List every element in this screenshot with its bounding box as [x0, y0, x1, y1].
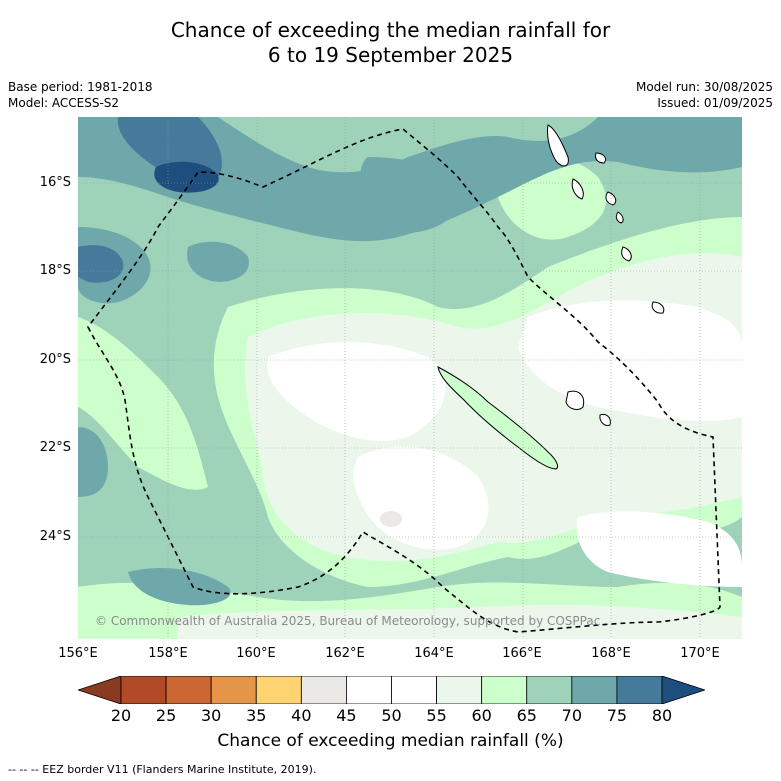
loyalty-islands	[565, 390, 611, 426]
field-50-55-se	[576, 511, 742, 587]
colorbar-segment	[526, 676, 573, 704]
colorbar-tick-label: 75	[606, 706, 628, 725]
lon-label-164e: 164°E	[414, 646, 454, 661]
title-line-1: Chance of exceeding the median rainfall …	[170, 18, 611, 42]
colorbar-tick-label: 45	[336, 706, 357, 725]
model-name: Model: ACCESS-S2	[8, 96, 120, 110]
colorbar-tick-label: 60	[471, 706, 492, 725]
issued-date: Issued: 01/09/2025	[657, 96, 773, 110]
field-70-75-south	[128, 567, 231, 606]
colorbar-arrow-high	[661, 676, 705, 704]
colorbar-tick-label: 40	[291, 706, 312, 725]
colorbar-arrow-low	[78, 676, 122, 704]
meta-left: Base period: 1981-2018 Model: ACCESS-S2	[8, 79, 153, 111]
lat-label-16s: 16°S	[39, 175, 71, 190]
colorbar-tick-label: 80	[651, 706, 673, 725]
vanuatu-islands	[547, 124, 665, 314]
rainfall-map	[78, 117, 742, 639]
lon-label-168e: 168°E	[591, 646, 631, 661]
colorbar-tick-label: 65	[516, 706, 537, 725]
lat-label-20s: 20°S	[39, 352, 71, 367]
colorbar-tick-label: 35	[246, 706, 267, 725]
map-title: Chance of exceeding the median rainfall …	[0, 18, 781, 68]
colorbar-segment	[616, 676, 663, 704]
colorbar-segment	[481, 676, 528, 704]
colorbar-segment	[120, 676, 167, 704]
lon-label-170e: 170°E	[680, 646, 720, 661]
colorbar	[78, 676, 705, 704]
meta-right: Model run: 30/08/2025 Issued: 01/09/2025	[636, 79, 773, 111]
field-60-65-left	[78, 317, 208, 490]
copyright-notice: © Commonwealth of Australia 2025, Bureau…	[95, 614, 601, 628]
lon-label-162e: 162°E	[325, 646, 365, 661]
colorbar-title: Chance of exceeding median rainfall (%)	[217, 731, 564, 751]
colorbar-tick-label: 50	[381, 706, 402, 725]
lon-label-156e: 156°E	[58, 646, 98, 661]
lat-label-22s: 22°S	[39, 440, 71, 455]
lon-label-158e: 158°E	[148, 646, 188, 661]
colorbar-tick-label: 30	[200, 706, 222, 725]
colorbar-segment	[346, 676, 392, 704]
colorbar-segment	[300, 676, 347, 704]
field-55-60-bottom	[178, 605, 742, 639]
colorbar-segment	[255, 676, 302, 704]
title-line-2: 6 to 19 September 2025	[267, 43, 514, 67]
model-run: Model run: 30/08/2025	[635, 80, 773, 94]
field-45-50-spot	[380, 511, 402, 527]
colorbar-segment	[391, 676, 437, 704]
field-70-75-mid	[360, 157, 461, 233]
gridlines	[78, 117, 742, 639]
colorbar-tick-label: 70	[561, 706, 582, 725]
base-period: Base period: 1981-2018	[8, 80, 153, 94]
field-70-75-mid2	[187, 241, 249, 282]
field-80-core	[154, 161, 219, 193]
lon-label-166e: 166°E	[502, 646, 542, 661]
colorbar-segment	[436, 676, 483, 704]
colorbar-segments	[78, 676, 705, 704]
eez-border	[87, 128, 721, 633]
colorbar-segment	[210, 676, 257, 704]
lat-label-24s: 24°S	[39, 529, 71, 544]
field-75-80-west	[78, 245, 124, 283]
colorbar-tick-label: 20	[110, 706, 132, 725]
colorbar-segment	[165, 676, 212, 704]
lon-label-160e: 160°E	[236, 646, 276, 661]
lat-label-18s: 18°S	[39, 263, 71, 278]
colorbar-tick-label: 55	[426, 706, 447, 725]
field-70-75-sw	[78, 427, 108, 497]
new-caledonia-island	[437, 366, 559, 470]
field-50-55-center	[267, 342, 446, 441]
colorbar-segment	[571, 676, 618, 704]
map-svg	[78, 117, 742, 639]
colorbar-tick-label: 25	[155, 706, 177, 725]
eez-footnote: -- -- -- EEZ border V11 (Flanders Marine…	[8, 763, 317, 776]
